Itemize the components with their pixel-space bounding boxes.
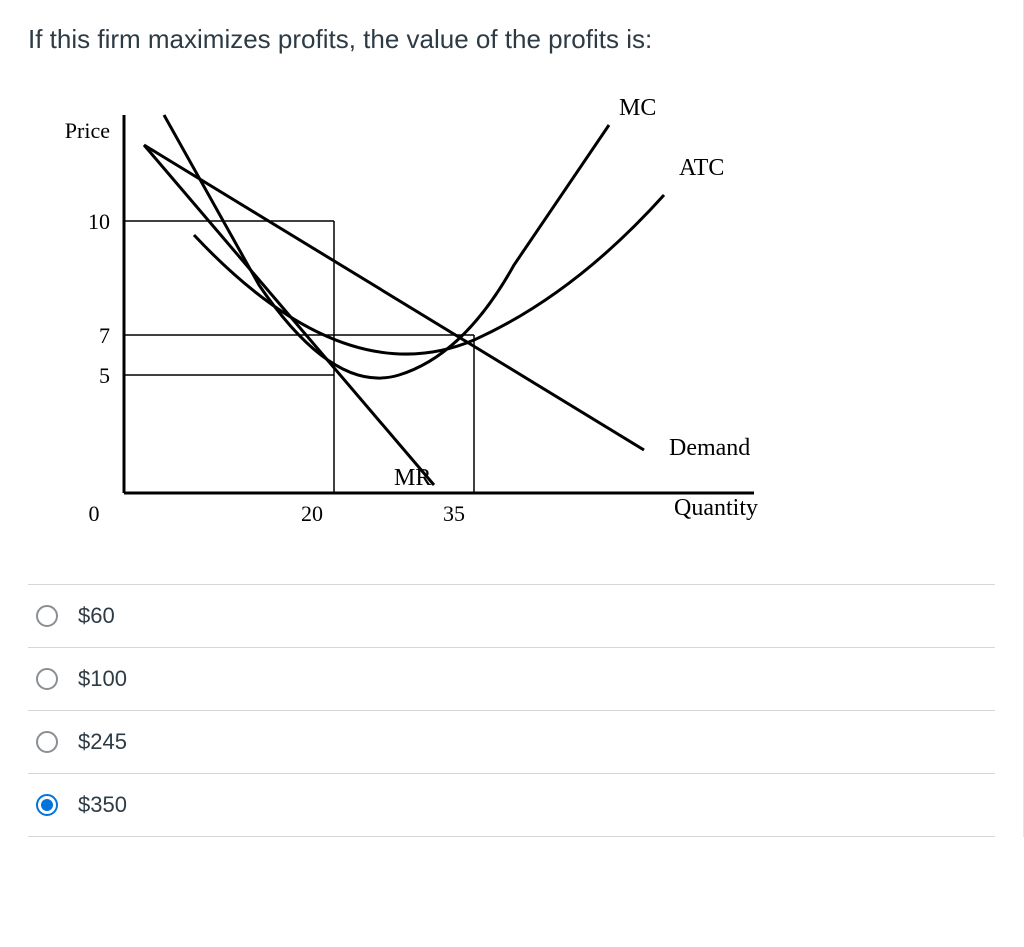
radio-icon: [36, 794, 58, 816]
option-1[interactable]: $100: [28, 647, 995, 710]
svg-text:0: 0: [89, 501, 100, 526]
option-label: $60: [78, 603, 115, 629]
svg-text:MC: MC: [619, 95, 656, 121]
option-label: $350: [78, 792, 127, 818]
svg-text:20: 20: [301, 501, 323, 526]
svg-text:Quantity: Quantity: [674, 495, 758, 521]
option-0[interactable]: $60: [28, 584, 995, 647]
radio-icon: [36, 668, 58, 690]
svg-text:MR: MR: [394, 465, 431, 491]
svg-text:10: 10: [88, 209, 110, 234]
svg-text:ATC: ATC: [679, 155, 724, 181]
svg-text:7: 7: [99, 323, 110, 348]
economics-chart: Price 10 7 5 0 20 35 Quantity MC ATC Demand MR: [34, 85, 995, 560]
svg-text:5: 5: [99, 363, 110, 388]
radio-icon: [36, 605, 58, 627]
question-card: If this firm maximizes profits, the valu…: [0, 0, 1024, 837]
question-text: If this firm maximizes profits, the valu…: [28, 22, 995, 57]
radio-icon: [36, 731, 58, 753]
option-label: $100: [78, 666, 127, 692]
svg-text:Demand: Demand: [669, 435, 750, 461]
answer-options: $60 $100 $245 $350: [28, 584, 995, 837]
svg-text:Price: Price: [65, 118, 110, 143]
option-label: $245: [78, 729, 127, 755]
svg-text:35: 35: [443, 501, 465, 526]
option-3[interactable]: $350: [28, 773, 995, 837]
option-2[interactable]: $245: [28, 710, 995, 773]
